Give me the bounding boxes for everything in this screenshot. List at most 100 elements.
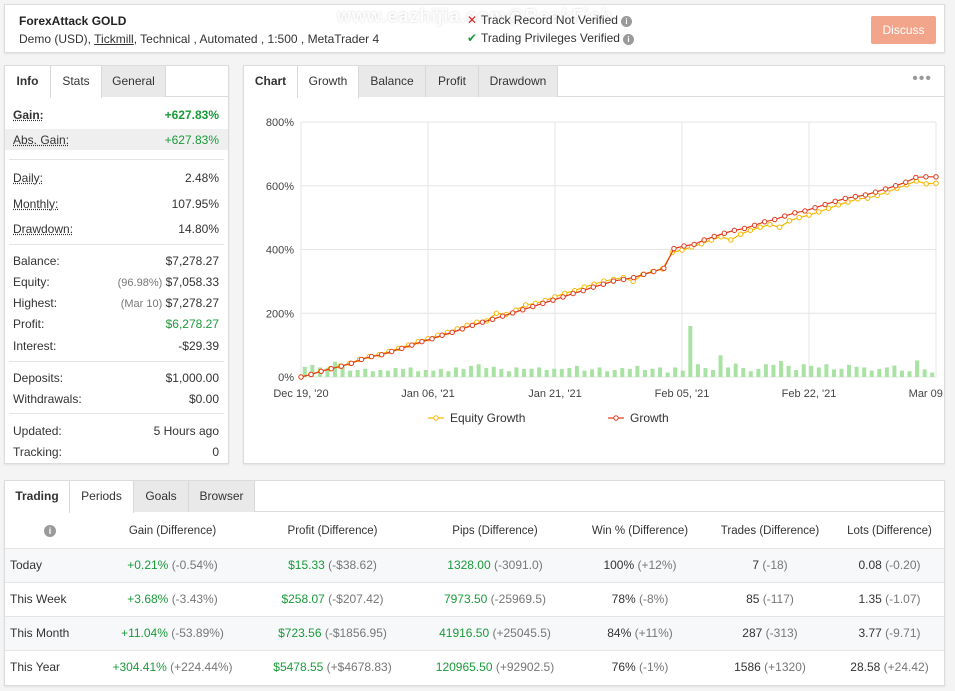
lots-value: 0.08 (858, 558, 882, 572)
activity-bar (899, 370, 904, 377)
activity-bar (574, 365, 579, 377)
activity-bar (438, 369, 443, 377)
table-header-row: i Gain (Difference) Profit (Difference) … (5, 514, 944, 548)
series-point (806, 212, 812, 218)
updated-value: 5 Hours ago (153, 424, 219, 438)
series-point (389, 348, 395, 355)
series-line-growth (300, 176, 936, 378)
tab-drawdown[interactable]: Drawdown (479, 66, 558, 97)
activity-bar (597, 367, 602, 377)
periods-tabs: Trading Periods Goals Browser (5, 481, 944, 513)
activity-bar (529, 368, 534, 377)
gain-cell: +11.04% (-53.89%) (95, 615, 250, 650)
lots-value: 1.35 (858, 592, 882, 606)
y-tick-label: 600% (266, 181, 294, 193)
y-tick-label: 800% (266, 117, 294, 129)
profit-diff: (-$207.42) (328, 592, 384, 606)
activity-bar (854, 366, 859, 377)
chart-panel: Chart Growth Balance Profit Drawdown •••… (243, 65, 945, 464)
series-point (530, 303, 536, 310)
tab-balance[interactable]: Balance (359, 66, 426, 97)
divider (9, 361, 224, 362)
tab-profit[interactable]: Profit (426, 66, 479, 97)
lots-cell: 28.58 (+24.42) (835, 649, 944, 684)
pips-value: 41916.50 (439, 626, 490, 640)
activity-bar (363, 368, 368, 377)
abs-gain-label[interactable]: Abs. Gain: (13, 133, 70, 147)
series-point (825, 205, 832, 212)
balance-row: Balance: $7,278.27 (5, 250, 228, 271)
series-point (845, 199, 851, 205)
tab-stats[interactable]: Stats (50, 66, 102, 98)
series-point (348, 360, 355, 366)
series-point (691, 241, 697, 248)
gain-value: +11.04% (121, 626, 168, 640)
withdrawals-label: Withdrawals: (13, 392, 82, 406)
gain-cell: +304.41% (+224.44%) (95, 649, 250, 684)
pips-cell: 41916.50 (+25045.5) (415, 615, 575, 650)
tab-chart[interactable]: Chart (244, 66, 297, 97)
equity-percent: (96.98%) (117, 277, 163, 289)
profit-cell: $723.56 (-$1856.95) (250, 615, 415, 650)
tab-browser[interactable]: Browser (189, 481, 255, 512)
series-point (913, 174, 919, 181)
activity-bar (703, 368, 708, 377)
privileges-status: ✔ Trading Privileges Verified i (467, 31, 634, 45)
info-icon[interactable]: i (44, 524, 56, 537)
gain-label[interactable]: Gain: (13, 108, 44, 122)
watermark-text: www.eazhijia.com@BeakFish (337, 6, 613, 26)
pips-cell: 1328.00 (-3091.0) (415, 547, 575, 582)
broker-link[interactable]: Tickmill (94, 32, 134, 46)
pips-value: 1328.00 (447, 558, 491, 572)
column-header: Win % (Difference) (591, 524, 689, 537)
tab-goals[interactable]: Goals (134, 481, 189, 512)
series-point (782, 213, 788, 219)
activity-bar (673, 367, 678, 377)
period-name: Today (5, 547, 95, 582)
series-point (522, 302, 529, 308)
series-point (439, 332, 445, 338)
activity-bar (748, 371, 753, 377)
series-point (882, 186, 889, 192)
privileges-label: Trading Privileges Verified (481, 31, 620, 45)
column-header: Profit (Difference) (287, 524, 378, 537)
balance-value: $7,278.27 (165, 254, 219, 268)
discuss-button[interactable]: Discuss (871, 16, 936, 44)
divider (9, 244, 224, 245)
trades-cell: 85 (-117) (705, 581, 835, 616)
activity-bar (915, 360, 920, 377)
tab-trading[interactable]: Trading (5, 481, 69, 512)
tab-periods[interactable]: Periods (69, 481, 134, 513)
info-icon[interactable]: i (620, 16, 632, 27)
divider (9, 159, 224, 160)
activity-bar (590, 369, 595, 377)
tab-general[interactable]: General (102, 66, 166, 97)
series-point (419, 338, 425, 345)
gain-row: Gain: +627.83% (5, 104, 228, 125)
profit-cell: $15.33 (-$38.62) (250, 547, 415, 582)
x-tick-label: Feb 05, '21 (655, 388, 710, 400)
info-icon[interactable]: i (622, 34, 634, 45)
win-cell: 84% (+11%) (575, 615, 705, 650)
series-point (429, 336, 435, 342)
pips-cell: 120965.50 (+92902.5) (415, 649, 575, 684)
series-point (378, 351, 385, 358)
series-point (651, 268, 657, 275)
more-dots-icon[interactable]: ••• (912, 70, 932, 87)
pips-diff: (+25045.5) (492, 626, 551, 640)
series-point (852, 193, 859, 200)
legend-swatch-point (613, 415, 619, 421)
activity-bar (635, 365, 640, 377)
activity-bar (340, 365, 345, 377)
tab-growth[interactable]: Growth (297, 66, 359, 98)
series-point (328, 366, 334, 372)
monthly-label[interactable]: Monthly: (13, 197, 59, 211)
profit-value: $6,278.27 (165, 317, 219, 331)
series-point (903, 179, 909, 185)
activity-bar (869, 370, 874, 377)
tab-info[interactable]: Info (5, 66, 50, 97)
drawdown-label[interactable]: Drawdown: (13, 222, 74, 236)
activity-bar (688, 326, 693, 377)
win-diff: (-1%) (639, 660, 669, 675)
daily-label[interactable]: Daily: (13, 171, 44, 185)
